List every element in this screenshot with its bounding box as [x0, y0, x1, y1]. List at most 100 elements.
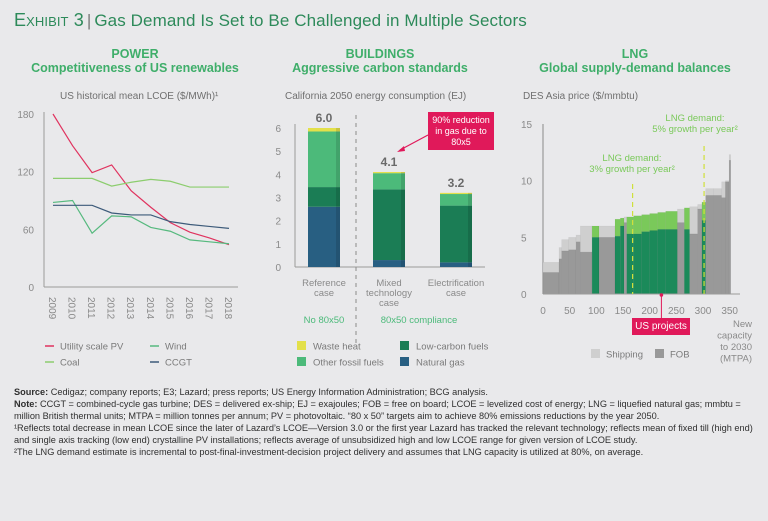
- buildings-category-label: case: [446, 288, 466, 299]
- lng-shipping-bar: [677, 208, 685, 223]
- buildings-subtitle: California 2050 energy consumption (EJ): [285, 91, 467, 102]
- lng-y-tick: 10: [521, 177, 533, 188]
- buildings-header: BUILDINGS Aggressive carbon standards: [265, 47, 495, 75]
- buildings-bar-total: 6.0: [316, 111, 333, 125]
- lng-shipping-bar: [575, 234, 581, 243]
- lng-fob-bar: [705, 195, 714, 295]
- lng-fob-bar: [697, 208, 703, 295]
- buildings-bar-shade: [468, 262, 472, 267]
- buildings-bar-segment-natural-gas: [308, 206, 340, 267]
- us-projects-label: US projects: [632, 318, 690, 335]
- power-legend-label: Utility scale PV: [60, 342, 124, 353]
- lng-x-tick: 200: [641, 306, 658, 317]
- note-text: CCGT = combined-cycle gas turbine; DES =…: [14, 398, 741, 421]
- lng-us-fob-bar: [614, 235, 621, 295]
- buildings-legend-label: Other fossil fuels: [313, 358, 384, 369]
- abbrev-note: Note: CCGT = combined-cycle gas turbine;…: [14, 399, 759, 423]
- buildings-y-tick: 6: [275, 124, 281, 135]
- power-x-tick: 2009: [46, 297, 57, 320]
- lng-x-tick: 0: [540, 306, 546, 317]
- lng-us-fob-bar: [684, 229, 690, 295]
- source-label: Source:: [14, 387, 49, 397]
- buildings-bar-segment-other-fossil-fuels: [440, 194, 472, 206]
- lng-demand-label: 5% growth per year²: [652, 124, 738, 135]
- power-x-tick: 2010: [66, 297, 77, 320]
- power-y-tick: 0: [28, 283, 34, 294]
- lng-legend-label: Shipping: [606, 350, 643, 361]
- power-series-line-ccgt: [53, 204, 230, 229]
- buildings-annotation: 90% reduction in gas due to 80x5: [428, 112, 494, 150]
- lng-us-shipping-bar: [684, 207, 690, 230]
- lng-fob-bar: [542, 272, 560, 295]
- buildings-bar-shade: [468, 194, 472, 206]
- lng-x-tick: 50: [564, 306, 576, 317]
- buildings-bar-segment-other-fossil-fuels: [308, 131, 340, 188]
- power-legend-label: CCGT: [165, 358, 192, 369]
- lng-x-axis-label: New: [733, 319, 752, 330]
- lng-us-shipping-bar: [620, 217, 625, 227]
- buildings-y-tick: 1: [275, 240, 281, 251]
- lng-us-fob-bar: [633, 233, 642, 295]
- lng-title: Global supply-demand balances: [539, 61, 731, 75]
- lng-fob-bar: [677, 222, 685, 295]
- lng-fob-bar: [721, 197, 726, 295]
- power-x-tick: 2017: [202, 297, 213, 320]
- lng-x-tick: 300: [695, 306, 712, 317]
- lng-x-tick: 350: [721, 306, 738, 317]
- buildings-y-tick: 0: [275, 263, 281, 274]
- lng-shipping-bar: [598, 225, 616, 238]
- buildings-bar-segment-other-fossil-fuels: [373, 173, 405, 190]
- buildings-category-label: case: [379, 298, 399, 309]
- exhibit-separator: |: [86, 11, 92, 30]
- buildings-legend-label: Low-carbon fuels: [416, 342, 489, 353]
- buildings-bar-segment-low-carbon-fuels: [308, 187, 340, 207]
- lng-fob-bar: [558, 258, 562, 295]
- buildings-category-label: Electrification: [428, 278, 485, 289]
- buildings-category-label: Reference: [302, 278, 346, 289]
- buildings-bar-shade: [401, 173, 405, 190]
- lng-shipping-bar: [558, 247, 562, 260]
- power-section-label: POWER: [111, 47, 159, 61]
- footnote-1: ¹Reflects total decrease in mean LCOE si…: [14, 422, 753, 445]
- power-x-tick: 2015: [163, 297, 174, 320]
- lng-us-shipping-bar: [633, 215, 642, 235]
- lng-x-tick: 250: [668, 306, 685, 317]
- lng-us-shipping-bar: [641, 214, 650, 232]
- lng-y-tick: 15: [521, 120, 533, 131]
- lng-shipping-bar: [689, 206, 698, 235]
- power-series-line-wind: [52, 199, 230, 245]
- lng-fob-bar: [561, 250, 569, 295]
- lng-shipping-bar: [568, 237, 577, 251]
- buildings-group-label: 80x50 compliance: [381, 315, 458, 326]
- buildings-annotation-arrowhead: [397, 146, 405, 152]
- buildings-category-label: Mixed: [376, 278, 401, 289]
- buildings-bar-shade: [336, 131, 340, 188]
- power-legend-label: Wind: [165, 342, 187, 353]
- exhibit-label: Exhibit 3: [14, 10, 84, 30]
- lng-header: LNG Global supply-demand balances: [520, 47, 750, 75]
- lng-us-shipping-bar: [665, 211, 678, 230]
- buildings-bar-segment-natural-gas: [373, 260, 405, 267]
- power-title: Competitiveness of US renewables: [31, 61, 239, 75]
- buildings-bar-shade: [336, 187, 340, 207]
- lng-fob-bar: [713, 195, 722, 295]
- lng-us-shipping-bar: [649, 213, 658, 231]
- lng-fob-bar: [598, 237, 616, 295]
- buildings-bar-shade: [468, 192, 472, 195]
- buildings-bar-segment-low-carbon-fuels: [440, 205, 472, 263]
- lng-fob-bar: [580, 251, 593, 295]
- buildings-title: Aggressive carbon standards: [292, 61, 468, 75]
- buildings-bar-shade: [336, 128, 340, 132]
- lng-fob-bar: [575, 241, 581, 295]
- note-label: Note:: [14, 398, 38, 409]
- source-text: Cedigaz; company reports; E3; Lazard; pr…: [48, 387, 488, 397]
- lng-shipping-bar: [713, 188, 722, 196]
- lng-fob-bar: [689, 233, 698, 295]
- lng-x-axis-label: (MTPA): [720, 354, 752, 365]
- buildings-legend-swatch: [400, 357, 409, 366]
- lng-subtitle: DES Asia price ($/mmbtu): [523, 91, 639, 102]
- lng-shipping-bar: [728, 154, 731, 161]
- lng-legend-swatch: [655, 349, 664, 358]
- buildings-y-tick: 5: [275, 147, 281, 158]
- lng-shipping-bar: [561, 239, 569, 252]
